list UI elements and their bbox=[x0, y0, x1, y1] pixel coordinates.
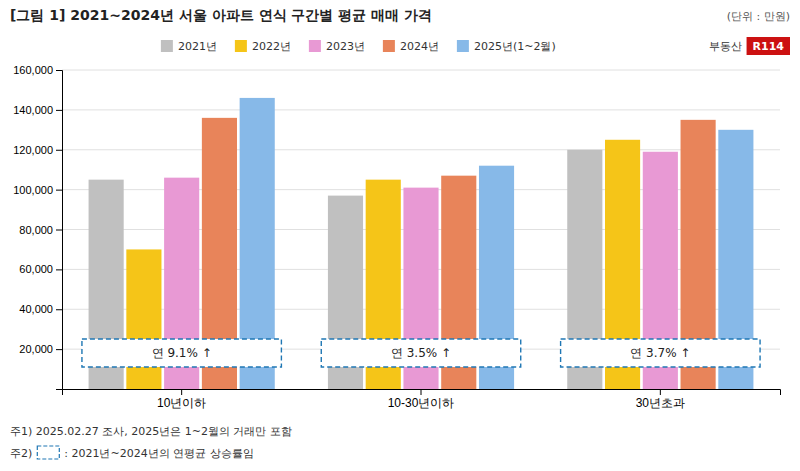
bars bbox=[89, 98, 754, 389]
chart: [그림 1] 2021~2024년 서울 아파트 연식 구간별 평균 매매 가격… bbox=[0, 0, 800, 471]
x-tick: 10년이하 bbox=[157, 389, 206, 410]
y-tick: 120,000 bbox=[13, 144, 62, 156]
tick-mark bbox=[421, 389, 422, 395]
tick-mark bbox=[181, 389, 182, 395]
legend-swatch bbox=[383, 40, 395, 52]
tick-label: 10-30년이하 bbox=[388, 396, 455, 410]
footnotes: 주1) 2025.02.27 조사, 2025년은 1~2월의 거래만 포함주2… bbox=[10, 425, 292, 460]
tick-mark bbox=[56, 190, 62, 191]
legend-item: 2024년 bbox=[383, 40, 439, 53]
footnote-box-key bbox=[37, 446, 59, 459]
tick-label: 10년이하 bbox=[157, 396, 206, 410]
tick-label: 30년초과 bbox=[636, 396, 685, 410]
y-tick: 160,000 bbox=[13, 64, 62, 76]
legend-swatch bbox=[161, 40, 173, 52]
logo: R114 부동산 bbox=[709, 37, 790, 55]
legend-label: 2022년 bbox=[252, 40, 291, 53]
tick-mark bbox=[56, 349, 62, 350]
tick-mark bbox=[56, 269, 62, 270]
annotation-text: 연 9.1% ↑ bbox=[152, 346, 212, 360]
bar-series bbox=[240, 98, 754, 389]
footnote: 주2) bbox=[10, 447, 32, 460]
legend-item: 2021년 bbox=[161, 40, 217, 53]
legend-swatch bbox=[235, 40, 247, 52]
x-axis: 10년이하 10-30년이하 30년초과 bbox=[63, 389, 781, 410]
tick-label: 80,000 bbox=[19, 224, 53, 236]
tick-mark bbox=[56, 309, 62, 310]
footnote: 주1) 2025.02.27 조사, 2025년은 1~2월의 거래만 포함 bbox=[10, 425, 292, 438]
x-tick: 10-30년이하 bbox=[388, 389, 455, 410]
logo-badge bbox=[747, 37, 790, 55]
title: [그림 1] 2021~2024년 서울 아파트 연식 구간별 평균 매매 가격 bbox=[10, 7, 432, 23]
legend-label: 2021년 bbox=[178, 40, 217, 53]
y-axis-unit: (단위 : 만원) bbox=[727, 10, 790, 23]
y-tick: 80,000 bbox=[19, 224, 62, 236]
tick-label: 60,000 bbox=[19, 263, 53, 275]
y-tick: 40,000 bbox=[19, 303, 62, 315]
plot: 20,000 40,000 60,000 80,000 100,000 120,000 14… bbox=[13, 64, 780, 410]
tick-label: 140,000 bbox=[13, 104, 53, 116]
legend-label: 2025년(1~2월) bbox=[474, 40, 556, 53]
bar-series bbox=[89, 150, 603, 389]
logo-badge-text: R114 bbox=[753, 40, 785, 53]
y-tick: 140,000 bbox=[13, 104, 62, 116]
grid-line bbox=[62, 70, 780, 71]
tick-mark bbox=[56, 110, 62, 111]
legend-item: 2022년 bbox=[235, 40, 291, 53]
annotation-box bbox=[321, 339, 520, 367]
tick-mark bbox=[660, 389, 661, 395]
tick-mark bbox=[56, 70, 62, 71]
legend-item: 2025년(1~2월) bbox=[457, 40, 556, 53]
x-tick: 30년초과 bbox=[636, 389, 685, 410]
tick-label: 100,000 bbox=[13, 184, 53, 196]
tick-label: 20,000 bbox=[19, 343, 53, 355]
footnote: : 2021년~2024년의 연평균 상승률임 bbox=[64, 447, 253, 460]
y-axis: 20,000 40,000 60,000 80,000 100,000 120,000 14… bbox=[13, 64, 62, 389]
grid-line bbox=[62, 149, 780, 150]
axis-line bbox=[63, 390, 781, 396]
legend-label: 2023년 bbox=[326, 40, 365, 53]
tick-label: 120,000 bbox=[13, 144, 53, 156]
grid-line bbox=[62, 109, 780, 110]
annotation-text: 연 3.5% ↑ bbox=[391, 346, 451, 360]
axis-line bbox=[56, 71, 63, 390]
tick-label: 40,000 bbox=[19, 303, 53, 315]
legend-item: 2023년 bbox=[309, 40, 365, 53]
legend: 2021년 2022년 2023년 2024년 2025년(1~2월) bbox=[161, 40, 556, 53]
annotation-text: 연 3.7% ↑ bbox=[630, 346, 690, 360]
y-tick: 20,000 bbox=[19, 343, 62, 355]
tick-mark bbox=[56, 230, 62, 231]
y-tick: 60,000 bbox=[19, 263, 62, 275]
legend-swatch bbox=[309, 40, 321, 52]
y-tick: 100,000 bbox=[13, 184, 62, 196]
tick-mark bbox=[56, 150, 62, 151]
annotation-box bbox=[561, 339, 760, 367]
legend-label: 2024년 bbox=[400, 40, 439, 53]
tick-label: 160,000 bbox=[13, 64, 53, 76]
annotation-box bbox=[82, 339, 281, 367]
bar bbox=[126, 249, 161, 389]
legend-swatch bbox=[457, 40, 469, 52]
logo-text: 부동산 bbox=[709, 40, 742, 53]
annotations: 연 9.1% ↑ 연 3.5% ↑ 연 3.7% ↑ bbox=[82, 339, 760, 367]
